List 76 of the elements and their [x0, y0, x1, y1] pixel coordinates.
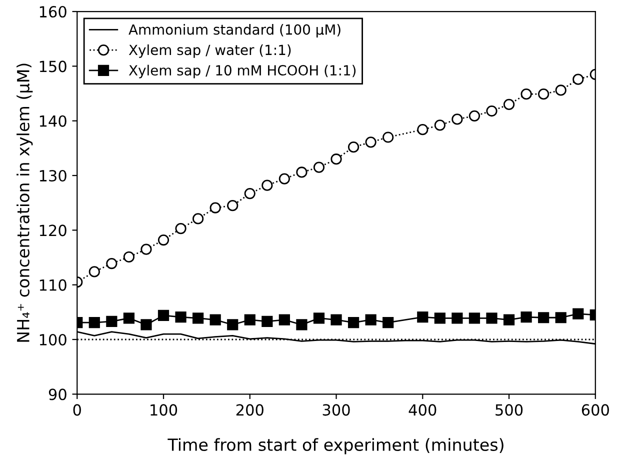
legend-label: Xylem sap / 10 mM HCOOH (1:1) [128, 64, 356, 78]
y-tick-label: 90 [48, 388, 66, 400]
point [313, 312, 325, 324]
point [262, 180, 273, 191]
point [227, 319, 238, 330]
x-tick-label: 300 [322, 404, 350, 416]
point [244, 314, 256, 326]
point [486, 105, 498, 117]
point [175, 312, 186, 323]
point [538, 312, 550, 324]
y-tick-label: 130 [40, 170, 66, 182]
point [382, 132, 394, 143]
y-tick-label: 110 [40, 279, 66, 291]
point [210, 202, 221, 214]
point [158, 310, 170, 321]
point [486, 312, 498, 324]
point [520, 88, 532, 100]
point [262, 316, 273, 328]
point [330, 314, 342, 326]
point [520, 312, 532, 323]
legend-label: Ammonium standard (100 µM) [128, 24, 340, 38]
point [348, 316, 360, 328]
y-tick-label: 160 [40, 6, 66, 18]
point [106, 258, 118, 270]
point [417, 124, 428, 136]
point [106, 316, 118, 328]
point [468, 312, 480, 324]
x-tick-label: 600 [582, 404, 609, 416]
point [192, 312, 204, 324]
x-tick-label: 500 [496, 404, 523, 416]
point [158, 234, 170, 246]
point [296, 319, 308, 330]
x-tick-label: 200 [236, 404, 264, 416]
point [140, 319, 152, 330]
point [140, 244, 152, 255]
point [468, 110, 480, 122]
point [123, 251, 135, 263]
point [227, 200, 238, 212]
point [572, 308, 584, 320]
y-tick-label: 120 [40, 224, 66, 236]
y-tick-label: 150 [40, 60, 66, 72]
point [244, 188, 256, 200]
point [123, 312, 135, 324]
point [555, 84, 566, 96]
point [365, 314, 376, 326]
point [434, 312, 446, 324]
point [452, 312, 463, 324]
point [503, 314, 515, 326]
point [175, 222, 186, 234]
point [538, 88, 550, 100]
y-tick-label: 100 [40, 334, 66, 346]
x-tick-label: 0 [73, 404, 81, 416]
point [348, 142, 360, 153]
point [434, 120, 446, 131]
point [382, 316, 394, 328]
y-tick-label: 140 [40, 115, 66, 127]
point [313, 162, 325, 173]
y-axis-title: NH₄⁺ concentration in xylem (µM) [16, 64, 33, 342]
point [330, 154, 342, 165]
x-tick-label: 400 [408, 404, 436, 416]
point [417, 312, 428, 323]
point [192, 213, 204, 224]
point [278, 173, 290, 184]
point [555, 312, 566, 324]
point [365, 136, 376, 148]
legend-label: Xylem sap / water (1:1) [128, 44, 291, 58]
point [88, 266, 100, 278]
point [572, 74, 584, 85]
point [452, 114, 463, 125]
x-tick-label: 100 [150, 404, 178, 416]
point [210, 314, 221, 326]
x-axis-title: Time from start of experiment (minutes) [168, 438, 504, 454]
point [88, 316, 100, 328]
point [296, 166, 308, 178]
point [503, 98, 515, 110]
point [278, 314, 290, 326]
